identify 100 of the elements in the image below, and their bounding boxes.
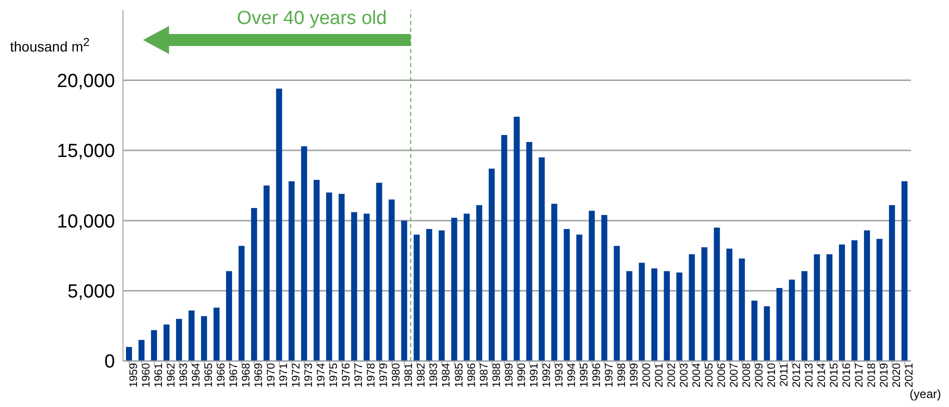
x-tick-label: 1967: [228, 363, 240, 388]
x-tick-label: 1991: [528, 363, 540, 388]
bar: [138, 340, 145, 361]
x-tick-label: 1975: [328, 363, 340, 388]
bar: [651, 268, 658, 361]
bar: [401, 220, 408, 361]
bar: [414, 234, 420, 361]
x-tick-label: 1999: [628, 363, 640, 388]
x-tick-label: 2000: [640, 363, 653, 388]
x-tick-label: 1982: [416, 363, 428, 388]
bar: [788, 280, 795, 361]
x-tick-label: 2001: [653, 363, 666, 388]
x-tick-label: 1962: [166, 363, 178, 388]
x-tick-label: 1981: [403, 363, 416, 388]
bar: [801, 271, 808, 361]
bar: [201, 316, 208, 361]
bar: [676, 272, 682, 361]
bar: [451, 218, 458, 361]
bar: [338, 194, 345, 361]
bar: [776, 288, 782, 361]
bar: [876, 238, 882, 361]
x-tick-label: 1970: [266, 363, 278, 388]
x-tick-label: 1972: [290, 363, 303, 388]
bar: [364, 214, 370, 361]
bar: [388, 200, 395, 361]
bar: [501, 134, 508, 361]
x-tick-label: 2008: [740, 363, 753, 388]
x-tick-label: 2004: [690, 363, 703, 388]
bar: [688, 254, 695, 361]
bar: [576, 234, 582, 361]
x-tick-label: 1985: [453, 363, 466, 388]
bar: [151, 330, 158, 361]
x-tick-label: 1979: [378, 363, 390, 388]
bar: [864, 230, 870, 361]
bar: [526, 142, 532, 361]
bar: [626, 271, 632, 361]
x-tick-label: 1969: [253, 363, 266, 388]
x-tick-label: 2019: [878, 363, 891, 388]
bar: [588, 210, 595, 361]
bar: [601, 214, 608, 361]
bar: [551, 204, 558, 361]
bar: [638, 262, 645, 361]
ref-line-label: Over 40 years old: [236, 8, 387, 29]
x-axis-title: (year): [910, 387, 941, 401]
bar: [738, 258, 745, 361]
y-tick-label: 20,000: [56, 70, 115, 92]
bar: [888, 205, 895, 361]
bar: [188, 310, 195, 361]
bar: [276, 88, 282, 361]
x-tick-label: 1996: [590, 363, 603, 388]
bar: [314, 180, 320, 361]
bar: [764, 306, 770, 361]
x-tick-label: 1971: [278, 363, 290, 388]
bar: [426, 229, 432, 361]
x-tick-label: 2012: [790, 363, 803, 388]
bar: [214, 308, 220, 361]
y-tick-label: 5,000: [67, 282, 115, 303]
bar: [164, 324, 170, 361]
bar: [714, 228, 720, 361]
bar: [614, 246, 620, 361]
x-tick-label: 2016: [841, 363, 854, 388]
bar: [376, 182, 382, 361]
bar: [251, 208, 258, 361]
bar: [351, 212, 358, 361]
x-tick-label: 1997: [603, 363, 616, 388]
x-tick-label: 1963: [178, 363, 190, 388]
x-tick-label: 2020: [891, 363, 904, 388]
x-tick-label: 1989: [503, 363, 516, 388]
x-tick-label: 1965: [203, 363, 216, 388]
y-tick-label: 0: [104, 352, 115, 373]
x-tick-label: 1986: [466, 363, 478, 388]
x-tick-label: 2003: [678, 363, 690, 388]
x-tick-label: 2007: [728, 363, 740, 388]
bar: [838, 244, 845, 361]
x-tick-label: 1968: [240, 363, 253, 388]
bar: [851, 240, 858, 361]
bar: [538, 157, 545, 361]
x-tick-label: 2011: [778, 363, 790, 387]
y-axis-title: thousand m$^{2}$: [10, 36, 90, 55]
bar: [301, 146, 308, 361]
bar: [288, 181, 295, 361]
bar: [664, 271, 670, 361]
y-tick-label: 15,000: [56, 141, 115, 162]
y-tick-label: 10,000: [56, 211, 115, 232]
x-tick-label: 2021: [904, 363, 916, 388]
x-tick-label: 1980: [390, 363, 403, 388]
x-tick-label: 2015: [828, 363, 841, 388]
bar: [464, 214, 470, 361]
x-tick-label: 1961: [153, 363, 166, 388]
x-tick-label: 1987: [478, 363, 490, 388]
x-tick-label: 1992: [540, 363, 553, 388]
x-tick-label: 1983: [428, 363, 440, 388]
x-tick-label: 1994: [566, 363, 578, 388]
x-tick-label: 2017: [854, 363, 866, 388]
x-tick-label: 1964: [190, 363, 203, 388]
x-tick-label: 1973: [303, 363, 316, 388]
bar: [826, 254, 832, 361]
x-tick-label: 2002: [666, 363, 678, 388]
bar: [176, 318, 182, 361]
x-tick-label: 1995: [578, 363, 590, 388]
